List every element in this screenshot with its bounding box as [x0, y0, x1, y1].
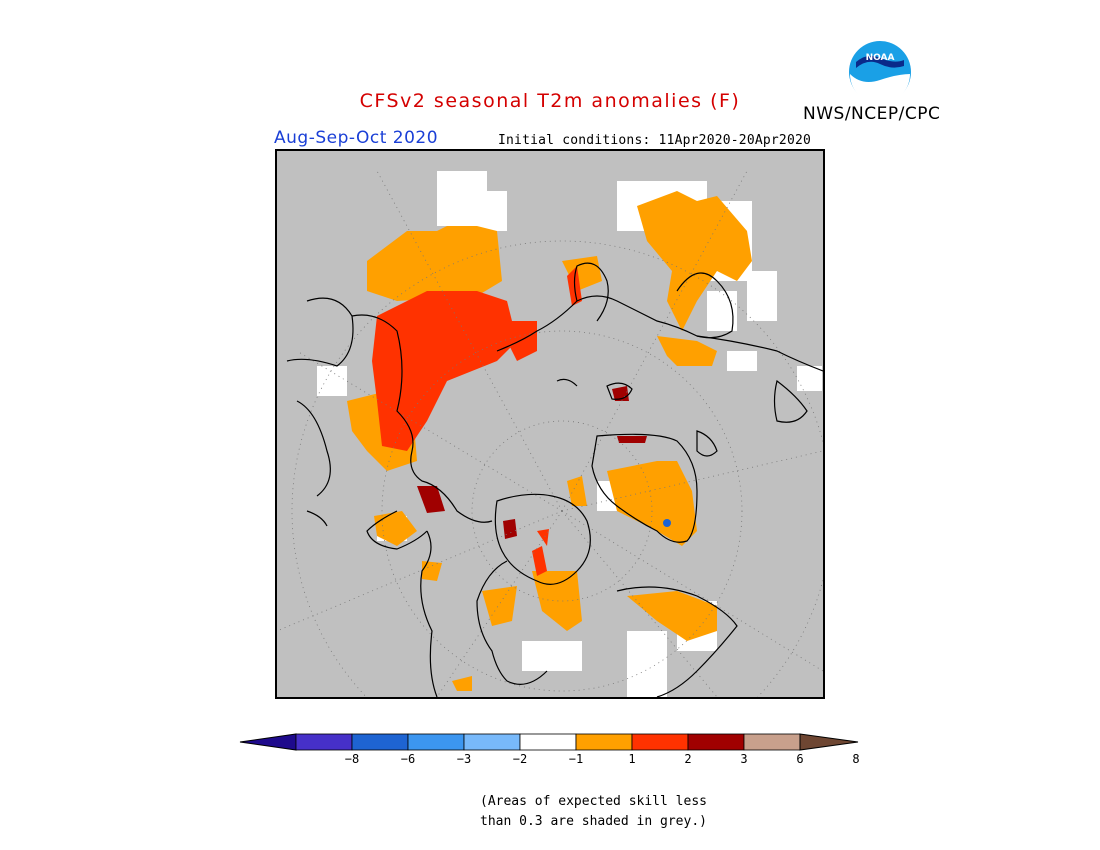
logo-text: NOAA	[866, 53, 895, 63]
anomaly-darkred-patches	[417, 386, 647, 539]
agency-label: NWS/NCEP/CPC	[803, 104, 941, 124]
color-scale-tick-label: −8	[344, 752, 360, 766]
color-scale-tick-label: −6	[400, 752, 416, 766]
color-scale-cell	[687, 733, 745, 751]
skill-note-line1: (Areas of expected skill less	[480, 794, 707, 809]
color-scale-cell	[631, 733, 689, 751]
anomaly-blue-patch	[663, 519, 671, 527]
color-scale-tick-label: 8	[852, 752, 860, 766]
color-scale-tick-label: −3	[456, 752, 472, 766]
forecast-period: Aug-Sep-Oct 2020	[274, 128, 439, 148]
polar-map	[275, 149, 825, 699]
map-graticule	[277, 170, 823, 697]
initial-conditions: Initial conditions: 11Apr2020-20Apr2020	[498, 133, 812, 148]
color-scale-tick-label: 3	[740, 752, 748, 766]
color-scale-bar	[238, 732, 868, 758]
color-scale-arrow-high	[799, 733, 859, 751]
noaa-logo: NOAA	[848, 40, 912, 104]
coastlines	[286, 262, 823, 697]
color-scale-tick-label: 6	[796, 752, 804, 766]
color-scale-cell	[295, 733, 353, 751]
color-scale-cell	[743, 733, 801, 751]
color-scale-cell	[519, 733, 577, 751]
color-scale-cell	[351, 733, 409, 751]
color-scale-arrow-low	[239, 733, 297, 751]
skill-note-line2: than 0.3 are shaded in grey.)	[480, 814, 707, 829]
color-scale-cell	[463, 733, 521, 751]
skill-note: (Areas of expected skill less than 0.3 a…	[480, 792, 707, 832]
color-scale-tick-label: −1	[568, 752, 584, 766]
map-title: CFSv2 seasonal T2m anomalies (F)	[359, 90, 741, 112]
color-scale-tick-label: 2	[684, 752, 692, 766]
color-scale-cell	[407, 733, 465, 751]
color-scale-tick-label: 1	[628, 752, 636, 766]
color-scale-cell	[575, 733, 633, 751]
color-scale-tick-label: −2	[512, 752, 528, 766]
